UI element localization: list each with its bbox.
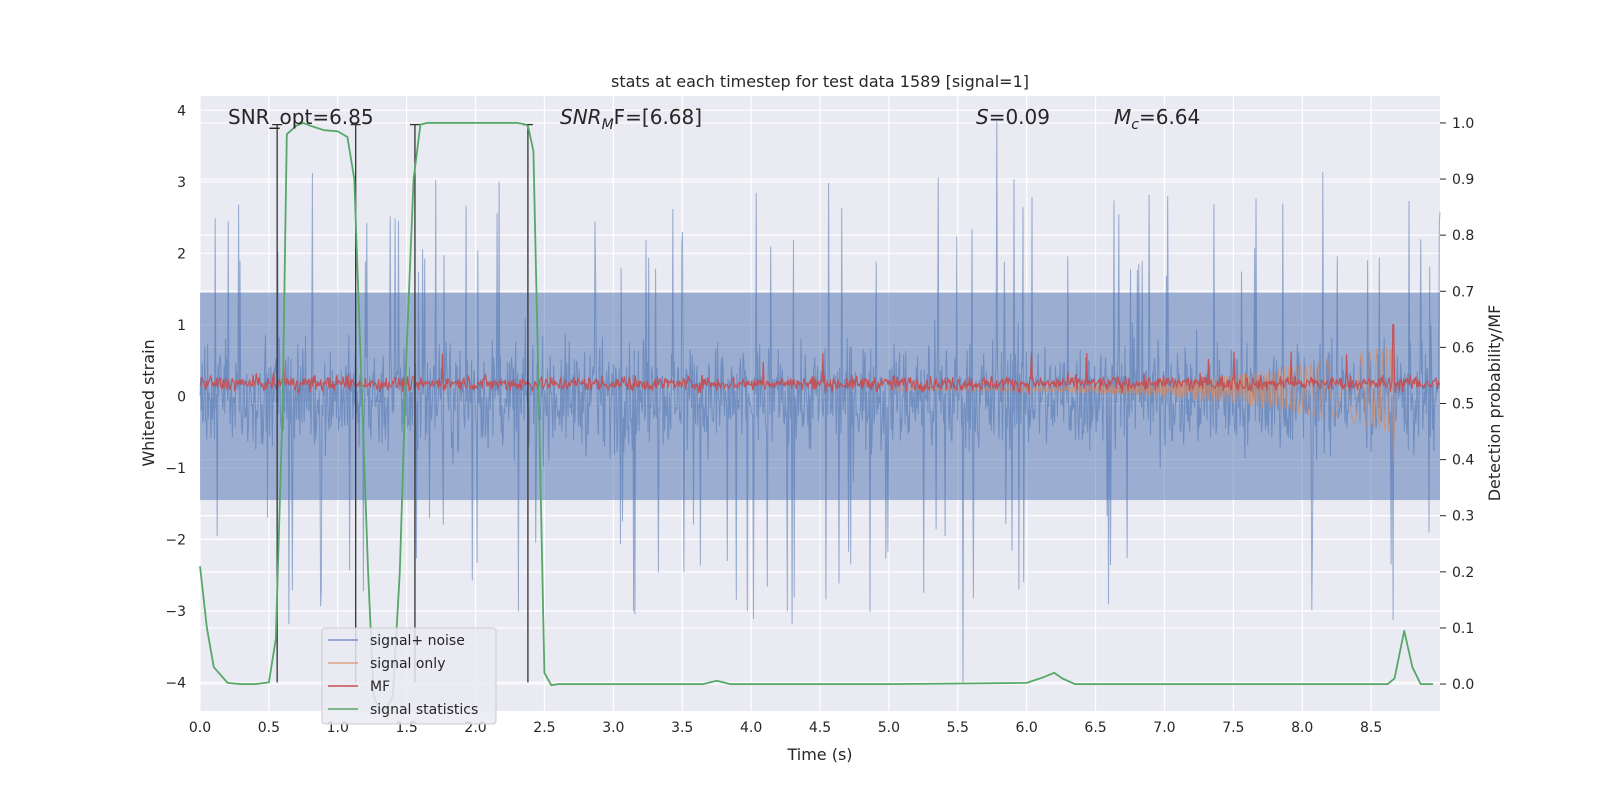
y-tick-label-left: 1 (177, 318, 186, 334)
annotation-mc: Mc=6.64 (1114, 105, 1200, 133)
x-tick-label: 0.0 (189, 720, 211, 736)
y-tick-label-right: 0.6 (1452, 340, 1474, 356)
y-axis-label-right: Detection probability/MF (1485, 305, 1504, 502)
x-tick-label: 5.5 (947, 720, 969, 736)
chart-title: stats at each timestep for test data 158… (611, 72, 1029, 91)
y-tick-label-left: 3 (177, 175, 186, 191)
x-tick-label: 4.0 (740, 720, 762, 736)
y-tick-label-right: 0.3 (1452, 509, 1474, 525)
annotation-s: S=0.09 (976, 105, 1050, 129)
y-axis-label-left: Whitened strain (139, 339, 158, 466)
y-tick-label-right: 0.4 (1452, 453, 1474, 469)
x-tick-label: 8.5 (1360, 720, 1382, 736)
y-tick-label-left: −2 (165, 532, 186, 548)
x-tick-label: 0.5 (258, 720, 280, 736)
y-tick-label-left: −1 (165, 461, 186, 477)
x-tick-label: 4.5 (809, 720, 831, 736)
y-tick-label-right: 0.8 (1452, 228, 1474, 244)
x-tick-label: 5.0 (878, 720, 900, 736)
x-axis-label: Time (s) (786, 745, 852, 764)
legend-box (321, 627, 497, 725)
y-tick-label-right: 0.2 (1452, 565, 1474, 581)
stats-layer (199, 122, 1434, 711)
x-tick-label: 3.5 (671, 720, 693, 736)
y-tick-label-right: 0.5 (1452, 397, 1474, 413)
x-tick-label: 6.5 (1084, 720, 1106, 736)
y-tick-label-right: 0.1 (1452, 621, 1474, 637)
y-tick-label-right: 1.0 (1452, 116, 1474, 132)
y-tick-label-left: −3 (165, 604, 186, 620)
x-tick-label: 2.5 (533, 720, 555, 736)
legend-label-signal-only: signal only (370, 656, 445, 672)
y-tick-label-right: 0.9 (1452, 172, 1474, 188)
annotation-snr-mf: SNRMF=[6.68] (560, 105, 702, 133)
series-signal-statistics (199, 122, 1434, 711)
legend-label-signal-noise: signal+ noise (370, 633, 465, 649)
x-tick-label: 7.5 (1222, 720, 1244, 736)
legend-label-mf: MF (370, 679, 390, 695)
x-tick-label: 7.0 (1153, 720, 1175, 736)
x-tick-label: 3.0 (602, 720, 624, 736)
legend: signal+ noise signal only MF signal stat… (321, 627, 497, 725)
y-tick-label-left: 4 (177, 103, 186, 119)
x-tick-label: 8.0 (1291, 720, 1313, 736)
annotation-snr-opt: SNR_opt=6.85 (228, 105, 374, 129)
x-tick-label: 6.0 (1016, 720, 1038, 736)
y-tick-label-right: 0.0 (1452, 677, 1474, 693)
y-tick-label-right: 0.7 (1452, 284, 1474, 300)
y-tick-label-left: −4 (165, 675, 186, 691)
y-tick-label-left: 2 (177, 246, 186, 262)
y-tick-label-left: 0 (177, 389, 186, 405)
legend-label-signal-statistics: signal statistics (370, 702, 478, 718)
series-mf (199, 324, 1441, 395)
